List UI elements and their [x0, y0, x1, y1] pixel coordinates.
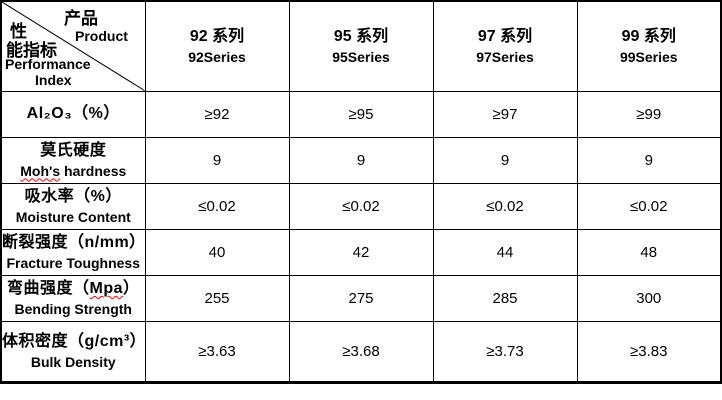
- row-label-zh: 莫氏硬度: [2, 140, 144, 162]
- row-label-text: 弯曲强度（: [6, 280, 90, 298]
- corner-product-label-zh: 产品: [64, 9, 98, 28]
- cell-value: 275: [288, 274, 434, 322]
- column-header-label-en: 97Series: [476, 49, 534, 66]
- row-label-zh: 断裂强度（n/mm）: [2, 232, 145, 254]
- corner-index-label-zh-line2: 能指标: [6, 41, 57, 60]
- row-label-text: Fracture Toughness: [6, 254, 141, 271]
- diagonal-divider-line: [2, 2, 145, 91]
- table-header-row: 产品 Product 性 能指标 Performance Index 92 系列…: [0, 0, 722, 92]
- cell-value: ≥3.68: [288, 320, 434, 383]
- column-header-label-zh: 95 系列: [333, 28, 389, 46]
- row-label-text: 吸水率（%）: [24, 188, 122, 206]
- row-label-text: Bending Strength: [14, 300, 132, 317]
- cell-value: 40: [144, 228, 290, 276]
- row-label-text: Moisture Content: [15, 208, 131, 225]
- row-header-fracture-toughness: 断裂强度（n/mm） Fracture Toughness: [0, 228, 146, 276]
- column-header-95series: 95 系列 95Series: [288, 0, 434, 92]
- cell-value: ≤0.02: [144, 182, 290, 230]
- row-header-mohs-hardness: 莫氏硬度 Moh's hardness: [0, 136, 146, 184]
- row-label-en: Moisture Content: [2, 208, 144, 226]
- cell-value: ≥97: [432, 90, 578, 138]
- cell-value: 9: [576, 136, 722, 184]
- row-label-text: Bulk Density: [30, 353, 116, 370]
- cell-value: ≥3.63: [144, 320, 290, 383]
- cell-value: 9: [288, 136, 434, 184]
- row-label-zh: Al₂O₃（%）: [2, 103, 144, 125]
- cell-value: ≤0.02: [288, 182, 434, 230]
- column-header-97series: 97 系列 97Series: [432, 0, 578, 92]
- cell-value: ≥99: [576, 90, 722, 138]
- cell-value: 285: [432, 274, 578, 322]
- row-label-zh: 吸水率（%）: [2, 186, 144, 208]
- column-header-label-zh: 99 系列: [621, 28, 676, 46]
- column-header-label-en: 95Series: [332, 49, 390, 66]
- cell-value: 255: [144, 274, 290, 322]
- row-header-bending-strength: 弯曲强度（Mpa） Bending Strength: [0, 274, 146, 322]
- row-header-moisture-content: 吸水率（%） Moisture Content: [0, 182, 146, 230]
- row-label-text: Al₂O₃（%）: [26, 105, 120, 123]
- column-header-92series: 92 系列 92Series: [144, 0, 290, 92]
- column-header-label-zh: 92 系列: [189, 28, 245, 46]
- column-header-99series: 99 系列 99Series: [576, 0, 722, 92]
- cell-value: ≥3.73: [432, 320, 578, 383]
- row-label-zh: 弯曲强度（Mpa）: [2, 278, 144, 300]
- cell-value: ≤0.02: [576, 182, 722, 230]
- row-label-text: hardness: [60, 162, 127, 179]
- table-row-fracture-toughness: 断裂强度（n/mm） Fracture Toughness 40 42 44 4…: [0, 228, 722, 276]
- cell-value: ≥95: [288, 90, 434, 138]
- column-header-label-zh: 97 系列: [477, 28, 533, 46]
- misspelled-text: Moh's: [20, 162, 61, 179]
- cell-value: 300: [576, 274, 722, 322]
- row-label-text: 断裂强度（n/mm）: [2, 234, 145, 252]
- table-row-mohs-hardness: 莫氏硬度 Moh's hardness 9 9 9 9: [0, 136, 722, 184]
- row-label-en: Moh's hardness: [2, 162, 144, 180]
- corner-index-label-en-line2: Index: [35, 72, 72, 88]
- cell-value: 9: [144, 136, 290, 184]
- cell-value: 48: [576, 228, 722, 276]
- product-spec-table: 产品 Product 性 能指标 Performance Index 92 系列…: [0, 0, 722, 384]
- row-label-zh: 体积密度（g/cm³）: [2, 331, 145, 353]
- corner-index-label-zh-line1: 性: [10, 22, 27, 41]
- cell-value: ≤0.02: [432, 182, 578, 230]
- row-label-text: 体积密度（g/cm³）: [2, 333, 145, 351]
- row-header-bulk-density: 体积密度（g/cm³） Bulk Density: [0, 320, 146, 383]
- column-header-label-en: 99Series: [619, 49, 678, 66]
- cell-value: 9: [432, 136, 578, 184]
- corner-product-label-en: Product: [75, 28, 128, 44]
- row-header-al2o3: Al₂O₃（%）: [0, 90, 146, 138]
- corner-header-cell: 产品 Product 性 能指标 Performance Index: [0, 0, 146, 92]
- row-label-en: Fracture Toughness: [2, 254, 144, 272]
- cell-value: ≥92: [144, 90, 290, 138]
- row-label-en: Bulk Density: [2, 353, 144, 371]
- row-label-text: ）: [123, 280, 140, 298]
- table-row-al2o3: Al₂O₃（%） ≥92 ≥95 ≥97 ≥99: [0, 90, 722, 138]
- misspelled-text: Mpa: [89, 280, 123, 298]
- column-header-label-en: 92Series: [188, 49, 246, 66]
- cell-value: ≥3.83: [576, 320, 722, 383]
- table-row-bending-strength: 弯曲强度（Mpa） Bending Strength 255 275 285 3…: [0, 274, 722, 322]
- row-label-text: 莫氏硬度: [40, 142, 107, 160]
- cell-value: 44: [432, 228, 578, 276]
- table-row-bulk-density: 体积密度（g/cm³） Bulk Density ≥3.63 ≥3.68 ≥3.…: [0, 320, 722, 383]
- table-row-moisture-content: 吸水率（%） Moisture Content ≤0.02 ≤0.02 ≤0.0…: [0, 182, 722, 230]
- cell-value: 42: [288, 228, 434, 276]
- row-label-en: Bending Strength: [2, 300, 144, 318]
- corner-index-label-en-line1: Performance: [5, 56, 91, 72]
